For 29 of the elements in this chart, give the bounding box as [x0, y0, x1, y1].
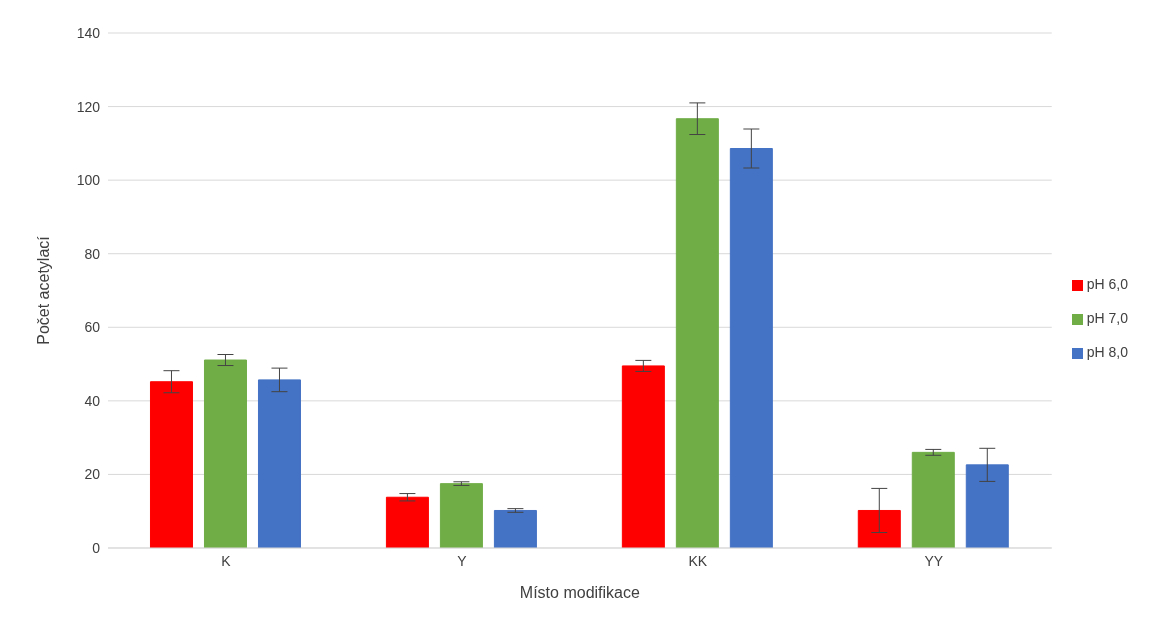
x-tick-label: Y	[457, 552, 468, 569]
y-axis-title: Počet acetylací	[34, 235, 52, 345]
bar	[385, 496, 429, 548]
bar	[857, 509, 901, 548]
bar	[675, 118, 719, 548]
bar	[257, 379, 301, 548]
y-tick-label: 20	[84, 466, 101, 483]
legend-label: pH 6,0	[1086, 276, 1128, 292]
legend-label: pH 7,0	[1086, 310, 1128, 326]
bar	[965, 464, 1009, 548]
bar	[439, 483, 483, 548]
y-tick-label: 60	[84, 319, 101, 336]
bar	[149, 381, 193, 548]
bar	[729, 148, 773, 548]
y-tick-label: 120	[76, 98, 101, 115]
y-tick-label: 0	[92, 539, 101, 556]
x-tick-label: K	[221, 552, 232, 569]
bar	[911, 451, 955, 548]
y-tick-label: 100	[76, 172, 101, 189]
legend-label: pH 8,0	[1086, 344, 1128, 360]
y-tick-label: 40	[84, 392, 101, 409]
x-axis-title: Místo modifikace	[519, 584, 640, 601]
y-tick-label: 80	[84, 245, 101, 262]
bar	[493, 509, 537, 548]
y-tick-label: 140	[76, 24, 101, 41]
bar	[621, 365, 665, 548]
x-tick-label: YY	[924, 552, 944, 569]
bar	[203, 359, 247, 548]
x-tick-label: KK	[688, 552, 708, 569]
